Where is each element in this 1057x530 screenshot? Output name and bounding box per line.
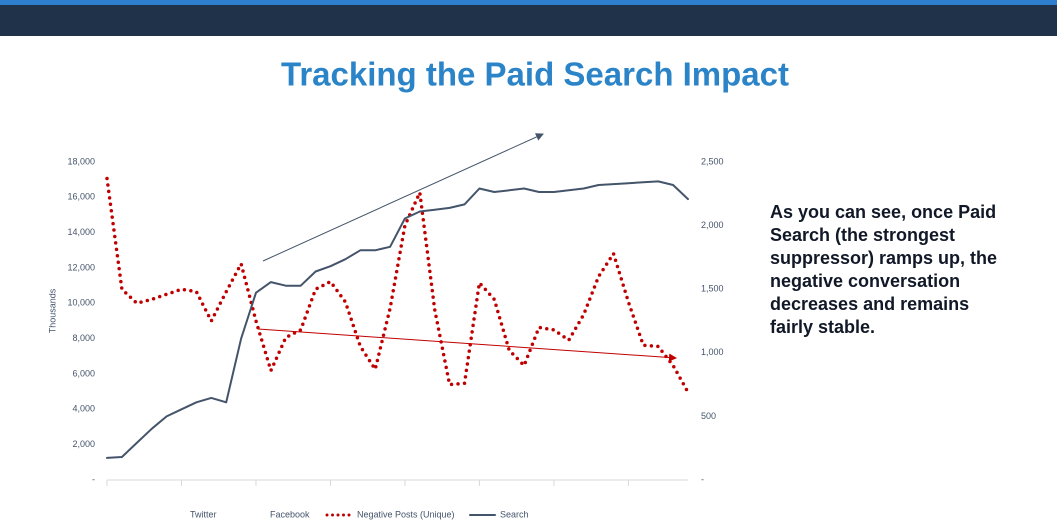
y-axis-label: Thousands: [47, 288, 57, 333]
legend-label: Facebook: [270, 509, 310, 519]
body-line: decreases and remains: [770, 294, 970, 314]
y-tick-label: 12,000: [67, 262, 95, 272]
top-accent: [0, 0, 1057, 5]
y-tick-label: 18,000: [67, 156, 95, 166]
y2-tick-label: 500: [701, 411, 716, 421]
y2-tick-label: -: [701, 474, 704, 484]
slide-title: Tracking the Paid Search Impact: [281, 56, 789, 93]
legend-label: Twitter: [190, 509, 217, 519]
body-line: suppressor) ramps up, the: [770, 248, 998, 268]
body-line: Search (the strongest: [770, 225, 956, 245]
chart: Thousands - 2,000 4,000 6,000 8,000 10,000 12,…: [47, 133, 724, 519]
legend-label: Negative Posts (Unique): [357, 509, 455, 519]
y-tick-label: 6,000: [72, 368, 95, 378]
y-tick-label: -: [92, 474, 95, 484]
trend-arrow: [262, 133, 544, 262]
y-tick-label: 8,000: [72, 333, 95, 343]
y-tick-label: 2,000: [72, 439, 95, 449]
body-line: negative conversation: [770, 271, 961, 291]
y-tick-label: 10,000: [67, 298, 95, 308]
y2-tick-label: 2,000: [701, 220, 724, 230]
body-text: As you can see, once Paid Search (the str…: [770, 201, 997, 339]
y-tick-label: 4,000: [72, 404, 95, 414]
y2-tick-label: 1,000: [701, 347, 724, 357]
series-line: [106, 180, 689, 459]
series-line: [105, 176, 690, 394]
legend-label: Search: [500, 509, 529, 519]
top-band: [0, 0, 1057, 36]
body-line: fairly stable.: [770, 317, 876, 337]
y2-tick-label: 2,500: [701, 156, 724, 166]
y-tick-label: 14,000: [67, 227, 95, 237]
y-tick-label: 16,000: [67, 192, 95, 202]
trend-arrow: [257, 328, 677, 362]
body-line: As you can see, once Paid: [770, 202, 997, 222]
y2-tick-label: 1,500: [701, 284, 724, 294]
